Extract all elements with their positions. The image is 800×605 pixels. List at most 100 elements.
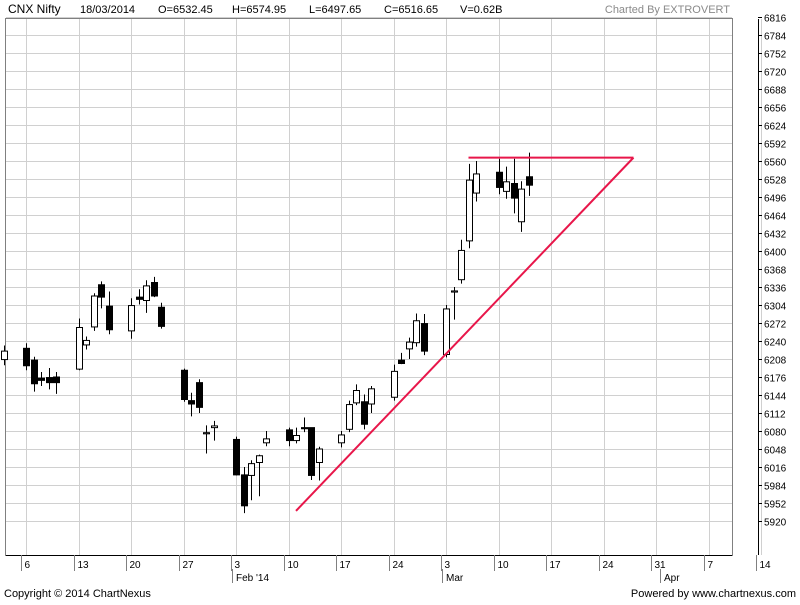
candle	[181, 368, 188, 402]
y-tick-label: 5984	[764, 482, 787, 493]
candle	[83, 336, 90, 350]
x-tick-label: 24	[393, 560, 405, 571]
candle-body-up	[346, 404, 353, 430]
y-tick-label: 6304	[764, 302, 787, 313]
y-tick-label: 5920	[764, 518, 787, 529]
candle	[53, 371, 60, 394]
candle	[46, 368, 53, 390]
candle	[143, 280, 150, 313]
y-tick-label: 6816	[764, 14, 787, 25]
candle-body-down	[421, 323, 428, 352]
candle	[526, 152, 533, 196]
candle-body-up	[503, 181, 510, 192]
support-trendline	[295, 156, 635, 512]
x-tick-label: 14	[760, 560, 772, 571]
y-tick-label: 6112	[764, 410, 786, 421]
annotations	[295, 156, 635, 512]
candle	[353, 384, 360, 406]
y-tick-label: 6336	[764, 284, 787, 295]
candle-body-up	[368, 388, 375, 405]
copyright-label: Copyright © 2014 ChartNexus	[4, 588, 151, 600]
candle	[151, 276, 158, 298]
candle	[38, 371, 45, 386]
date-label: 18/03/2014	[80, 4, 135, 16]
x-tick-label: 27	[183, 560, 195, 571]
candle-body-down	[196, 382, 203, 408]
candle-body-up	[391, 370, 398, 398]
candle-body-down	[136, 296, 143, 300]
candle	[196, 379, 203, 413]
candle	[511, 158, 518, 214]
candle	[496, 158, 503, 195]
y-axis: 5920 5952 5984 6016 6048 6080 6112 6144 6176 6208…	[758, 14, 787, 555]
y-tick-label: 6432	[764, 230, 787, 241]
y-tick-label: 6784	[764, 32, 787, 43]
candle	[391, 364, 398, 401]
candle-body-down	[286, 429, 293, 442]
candle	[23, 343, 30, 371]
candle	[136, 289, 143, 305]
candle	[91, 293, 98, 331]
y-tick-label: 6080	[764, 428, 787, 439]
candle-body-up	[203, 432, 210, 435]
candle	[308, 427, 315, 480]
candle-body-down	[106, 305, 113, 331]
candle	[361, 394, 368, 430]
candle-body-down	[23, 347, 30, 367]
candle-body-down	[188, 400, 195, 405]
y-tick-label: 6720	[764, 68, 787, 79]
candle-body-up	[406, 341, 413, 350]
candle	[211, 420, 218, 441]
candle	[263, 431, 270, 447]
y-tick-label: 6560	[764, 158, 787, 169]
candle	[458, 239, 465, 284]
y-tick-label: 6528	[764, 176, 787, 187]
candle-body-up	[338, 434, 345, 444]
candle-body-up	[76, 327, 83, 370]
x-tick-label: 24	[603, 560, 615, 571]
candle-body-up	[91, 295, 98, 328]
candle	[1, 345, 8, 366]
candle-body-down	[98, 284, 105, 298]
y-tick-label: 6144	[764, 392, 787, 403]
y-tick-label: 6272	[764, 320, 787, 331]
candle-body-down	[361, 401, 368, 425]
candle	[76, 318, 83, 371]
candle-body-up	[256, 455, 263, 463]
candle-body-down	[308, 427, 315, 476]
candle-body-up	[518, 188, 525, 223]
candle-body-up	[451, 290, 458, 293]
open-label: O=6532.45	[158, 4, 213, 16]
candle	[338, 431, 345, 448]
candle-body-down	[181, 369, 188, 400]
candle-body-up	[248, 463, 255, 476]
candle-body-down	[526, 176, 533, 186]
x-tick-label: 3	[445, 560, 451, 571]
y-tick-label: 6368	[764, 266, 787, 277]
y-tick-label: 6400	[764, 248, 787, 259]
x-tick-label: 31	[655, 560, 667, 571]
candle	[301, 417, 308, 433]
candle	[241, 467, 248, 514]
candle	[203, 425, 210, 454]
month-label: Apr	[664, 573, 680, 584]
y-tick-label: 6176	[764, 374, 787, 385]
low-label: L=6497.65	[309, 4, 361, 16]
candle	[466, 163, 473, 249]
candle	[286, 427, 293, 447]
candle-body-up	[458, 249, 465, 281]
candle	[443, 305, 450, 358]
candle	[406, 337, 413, 359]
candle-body-up	[1, 350, 8, 361]
month-label: Mar	[446, 573, 464, 584]
candle	[188, 392, 195, 417]
candle-body-down	[158, 306, 165, 327]
y-tick-label: 6048	[764, 446, 787, 457]
candle-body-up	[211, 425, 218, 429]
candle	[293, 427, 300, 444]
close-label: C=6516.65	[384, 4, 438, 16]
y-tick-label: 5952	[764, 500, 787, 511]
volume-label: V=0.62B	[460, 4, 503, 16]
y-tick-label: 6688	[764, 86, 787, 97]
